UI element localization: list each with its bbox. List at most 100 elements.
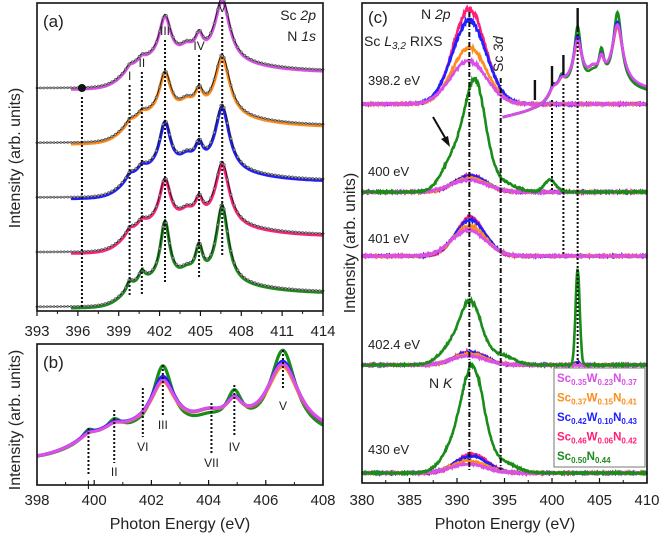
data-point: [93, 249, 97, 253]
legend-subscript: 0.42: [571, 417, 587, 426]
data-point: [246, 220, 250, 224]
data-point: [297, 230, 301, 234]
data-point: [96, 139, 100, 143]
annotation-sc3d-main: Sc: [490, 52, 506, 72]
data-point: [185, 93, 189, 97]
data-point: [164, 177, 168, 181]
data-point: [42, 195, 46, 199]
data-point: [294, 66, 298, 70]
a-x-tick-label: 402: [147, 323, 172, 340]
data-point: [103, 247, 107, 251]
data-point: [151, 46, 155, 50]
data-point: [49, 305, 53, 309]
data-point: [280, 229, 284, 233]
data-point: [56, 305, 59, 308]
c-x-tick-label: 400: [539, 492, 564, 509]
data-point: [103, 83, 107, 87]
data-point: [86, 85, 90, 89]
data-point: [76, 304, 80, 308]
data-point: [154, 205, 158, 208]
b-x-tick-label: 400: [82, 492, 107, 509]
legend-element: N: [613, 412, 621, 424]
data-point: [56, 195, 59, 199]
data-point: [158, 247, 161, 251]
a-x-tick-label: 411: [270, 323, 294, 340]
data-point: [314, 122, 318, 126]
data-point: [49, 141, 53, 144]
data-point: [260, 283, 264, 287]
data-point: [113, 132, 117, 136]
c-x-tick-label: 395: [492, 492, 517, 509]
data-point: [250, 167, 253, 171]
data-point: [277, 286, 281, 289]
a-x-tick-label: 396: [65, 323, 90, 340]
data-point: [304, 231, 308, 235]
data-point: [290, 287, 294, 291]
data-point: [195, 139, 199, 143]
data-point: [161, 122, 165, 126]
data-point: [147, 105, 151, 109]
data-point: [42, 141, 46, 145]
legend-subscript: 0.37: [621, 378, 637, 387]
annotation-nk: N K: [429, 375, 453, 391]
data-point: [270, 63, 274, 67]
data-point: [117, 75, 121, 79]
a-x-tick-label: 393: [24, 323, 49, 340]
data-point: [137, 54, 141, 58]
data-point: [158, 29, 161, 33]
data-point: [250, 280, 253, 283]
data-point: [124, 286, 127, 289]
legend-subscript: 0.41: [621, 398, 637, 407]
data-point: [202, 90, 206, 94]
data-point: [256, 60, 260, 64]
data-point: [239, 50, 243, 54]
data-point: [205, 200, 209, 204]
data-point: [100, 303, 104, 306]
a-x-tick-label: 399: [106, 323, 131, 340]
data-point: [253, 281, 257, 285]
data-point: [83, 304, 87, 308]
data-point: [301, 67, 304, 70]
data-point: [69, 305, 73, 308]
data-point: [284, 229, 287, 233]
data-point: [270, 285, 274, 288]
data-point: [96, 194, 100, 197]
data-point: [287, 175, 291, 179]
data-point: [171, 200, 175, 203]
data-point: [83, 195, 87, 199]
data-point: [120, 181, 124, 184]
data-point: [124, 231, 127, 235]
data-point: [52, 305, 56, 309]
data-point: [83, 249, 87, 253]
data-point: [205, 91, 209, 95]
data-point: [93, 194, 97, 198]
annotation-n1s: N 1s: [287, 28, 316, 44]
a-x-tick-label: 408: [229, 323, 254, 340]
data-point: [192, 146, 196, 150]
data-point: [233, 94, 236, 97]
data-point: [66, 86, 70, 90]
data-point: [301, 176, 304, 180]
rixs-spectrum: [361, 75, 648, 196]
data-point: [86, 140, 90, 144]
data-point: [284, 174, 287, 178]
data-point: [49, 195, 53, 199]
data-point: [192, 201, 196, 205]
data-point: [168, 241, 172, 245]
c-x-tick-label: 410: [634, 492, 659, 509]
data-point: [216, 64, 219, 68]
data-point: [39, 250, 42, 254]
data-point: [236, 155, 240, 159]
data-point: [212, 21, 216, 25]
annotation-n1s-main: N: [287, 28, 301, 44]
data-point: [134, 167, 138, 170]
data-point: [263, 226, 267, 230]
data-point: [236, 268, 240, 272]
data-point: [66, 305, 70, 308]
data-point: [175, 262, 178, 266]
data-point: [250, 57, 253, 61]
data-point: [253, 168, 257, 172]
data-point: [318, 67, 321, 71]
data-point: [304, 176, 308, 180]
data-point: [45, 250, 49, 254]
